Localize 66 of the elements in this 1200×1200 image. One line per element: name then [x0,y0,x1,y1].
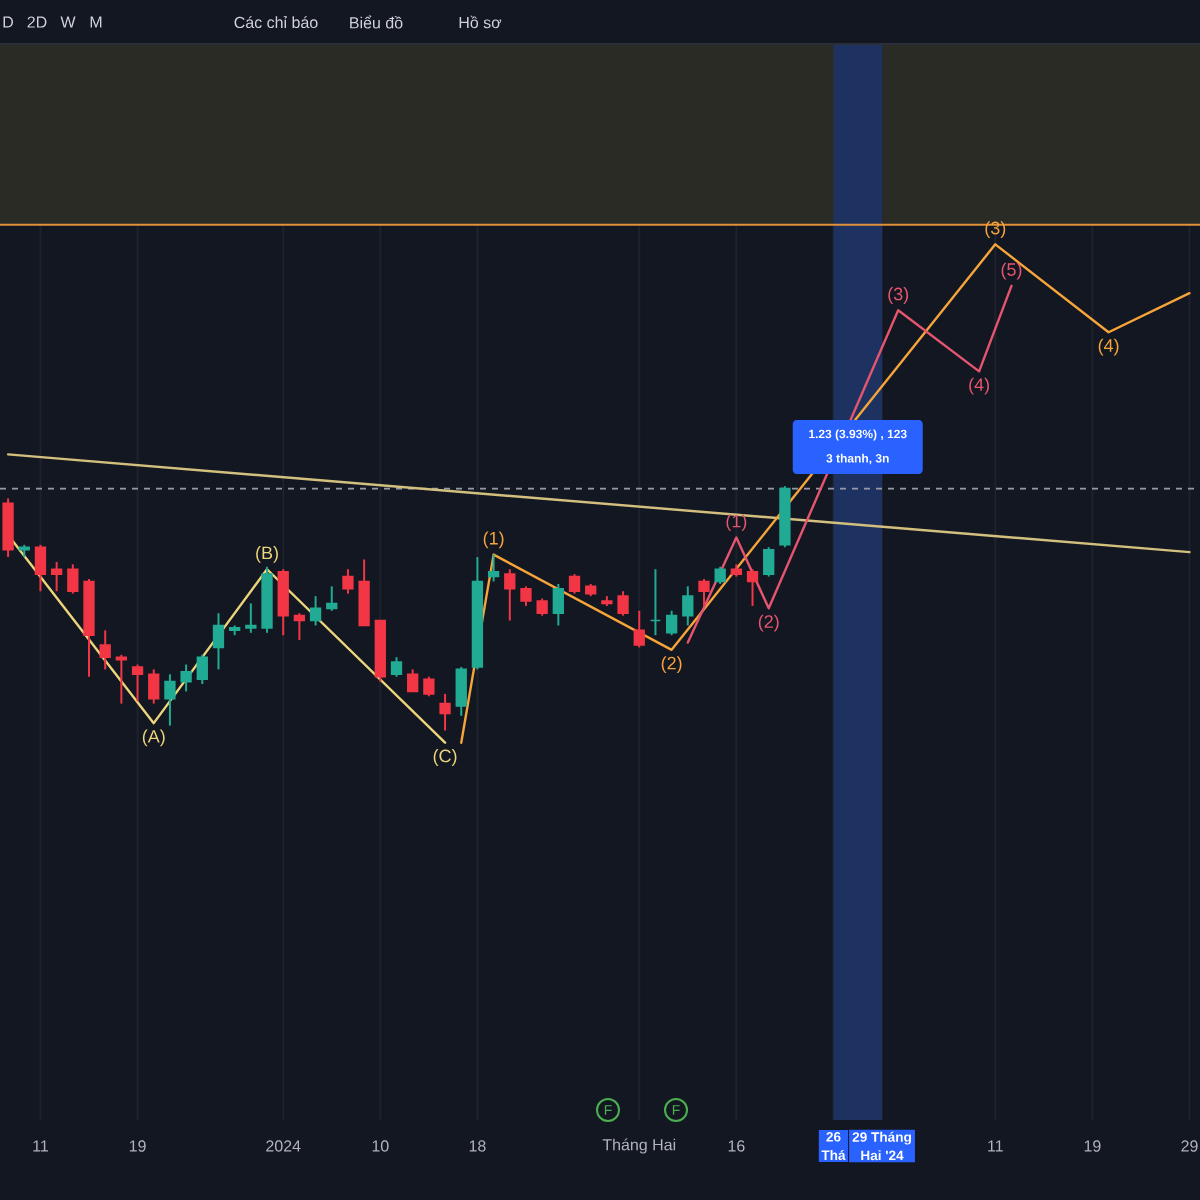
annotation: (4) [969,377,990,395]
text: W [60,16,76,28]
candlestick [342,568,354,595]
candlestick [180,663,192,693]
annotation: (3) [985,221,1006,238]
candlestick [99,629,111,671]
candlestick [390,656,403,678]
x-tick-label: 19 [129,1140,146,1152]
candlestick [164,673,176,727]
candlestick [293,612,306,642]
candlestick [552,582,564,627]
candlestick [212,612,225,671]
x-tick-label: 11 [33,1140,48,1152]
candlestick [67,563,79,595]
candlestick [2,497,14,559]
candlestick [520,585,532,607]
candlestick [196,653,208,686]
candlestick [131,663,144,703]
candlestick [633,609,645,649]
candlestick [277,568,289,637]
candlestick [34,543,47,593]
candlestick [148,668,160,705]
text: D [3,16,14,28]
candlestick [504,568,516,622]
candlestick [245,602,257,634]
annotation: (4) [1098,338,1119,356]
text: Hồ sơ [459,15,502,29]
annotation: (1) [483,531,504,549]
candlestick [358,558,370,627]
candlestick [487,553,500,583]
x-tick-label: 11 [988,1140,1003,1152]
text: 2D [27,16,47,28]
annotation: (B) [256,546,278,563]
candlestick [455,665,467,717]
candlestick [763,546,775,578]
candlestick [439,692,451,732]
candlestick [50,560,63,593]
candlestick [746,568,759,607]
x-tick-label: 29 [1181,1140,1198,1152]
text: Biểu đồ [350,15,403,29]
candlestick [698,578,710,607]
annotation: (A) [142,729,165,747]
candlestick [617,590,629,617]
annotation: (C) [433,749,457,766]
candlestick [115,653,128,705]
candlestick [568,573,581,595]
candlestick [649,568,662,637]
annotation: (3) [888,287,909,304]
annotation: (1) [726,514,747,532]
x-tick-label: 16 [728,1140,745,1152]
candlestick [326,585,338,612]
annotation: (2) [758,614,779,632]
candlestick [309,595,322,627]
x-tick-label: 2024 [266,1140,301,1152]
candlestick [682,585,694,627]
x-tick-label: 19 [1084,1140,1101,1152]
annotation: (5) [1001,262,1022,280]
candlestick [665,609,678,637]
annotation: (2) [661,656,682,674]
text: M [90,16,102,28]
x-tick-label: 10 [372,1140,389,1152]
candlestick [407,668,419,693]
text: Các chỉ báo [234,15,318,29]
x-tick-label: 18 [469,1140,486,1152]
candlestick [423,675,435,698]
x-tick-label: Tháng Hai [602,1138,676,1154]
